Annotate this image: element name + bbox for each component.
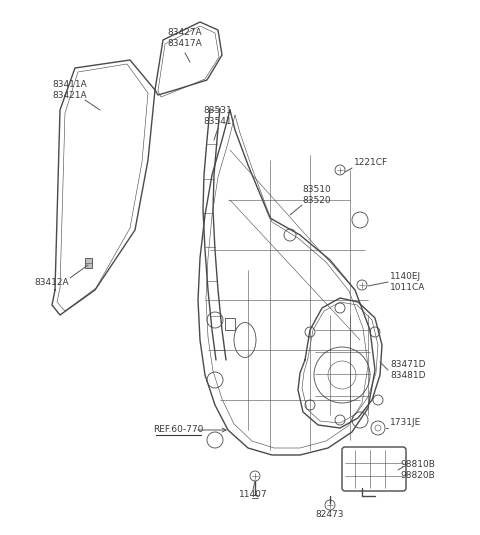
Text: 82473: 82473 <box>316 510 344 519</box>
Text: 83427A
83417A: 83427A 83417A <box>168 28 203 48</box>
Text: 1731JE: 1731JE <box>390 418 421 427</box>
Text: 83412A: 83412A <box>35 278 69 287</box>
Text: REF.60-770: REF.60-770 <box>153 425 203 434</box>
Text: 83471D
83481D: 83471D 83481D <box>390 360 425 380</box>
Text: 1221CF: 1221CF <box>354 158 388 167</box>
Text: 83510
83520: 83510 83520 <box>302 185 331 205</box>
Text: 83531
83541: 83531 83541 <box>204 106 232 126</box>
Text: 11407: 11407 <box>239 490 267 499</box>
Text: 83411A
83421A: 83411A 83421A <box>53 80 87 100</box>
Text: 98810B
98820B: 98810B 98820B <box>400 460 435 480</box>
Polygon shape <box>85 258 92 268</box>
Text: 1140EJ
1011CA: 1140EJ 1011CA <box>390 272 425 292</box>
